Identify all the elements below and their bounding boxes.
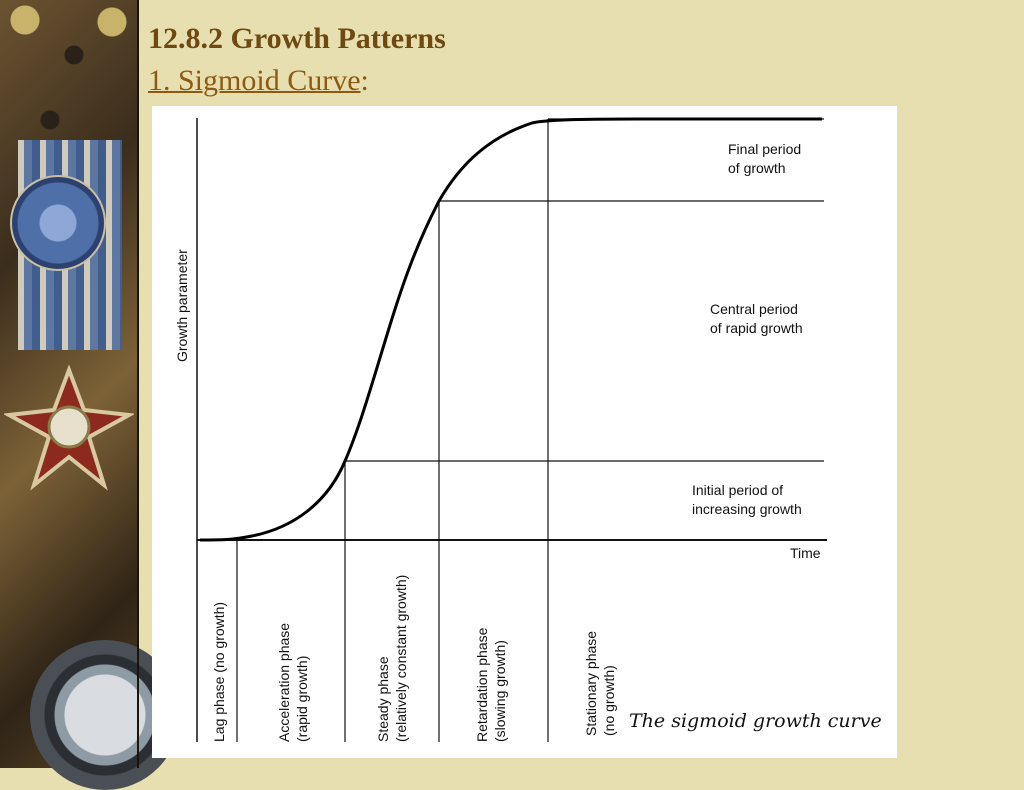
subtitle-link[interactable]: 1. Sigmoid Curve: [148, 64, 361, 97]
phase-retardation-line2: (slowing growth): [492, 640, 508, 742]
phase-label-retardation: Retardation phase (slowing growth): [474, 627, 508, 742]
decorative-photo-strip: [0, 0, 180, 790]
period-label-initial: Initial period of increasing growth: [692, 482, 802, 517]
period-label-central: Central period of rapid growth: [710, 301, 803, 336]
sigmoid-figure: Growth parameter Time Final period of gr…: [152, 106, 897, 758]
subtitle-suffix: :: [360, 64, 369, 97]
period-central-line2: of rapid growth: [710, 320, 803, 336]
figure-caption: The sigmoid growth curve: [629, 710, 882, 732]
medal-cross-image: [4, 365, 134, 491]
strip-divider: [137, 0, 139, 768]
phase-stationary-line1: Stationary phase: [583, 631, 599, 736]
phase-label-steady: Steady phase (relatively constant growth…: [375, 575, 409, 742]
phase-acceleration-line2: (rapid growth): [294, 656, 310, 742]
phase-lag-line1: Lag phase (no growth): [211, 602, 227, 742]
period-final-line1: Final period: [728, 141, 801, 157]
phase-label-lag: Lag phase (no growth): [211, 602, 227, 742]
phase-stationary-line2: (no growth): [601, 665, 617, 736]
phase-label-stationary: Stationary phase (no growth): [583, 631, 617, 736]
period-final-line2: of growth: [728, 160, 786, 176]
slide-subtitle: 1. Sigmoid Curve:: [148, 64, 369, 98]
period-initial-line2: increasing growth: [692, 501, 802, 517]
period-initial-line1: Initial period of: [692, 482, 783, 498]
period-central-line1: Central period: [710, 301, 798, 317]
phase-steady-line1: Steady phase: [375, 656, 391, 742]
y-axis-label: Growth parameter: [174, 249, 190, 362]
x-axis-label: Time: [790, 545, 821, 561]
period-label-final: Final period of growth: [728, 141, 801, 176]
phase-label-acceleration: Acceleration phase (rapid growth): [276, 623, 310, 742]
medal-rosette-image: [10, 175, 106, 271]
phase-acceleration-line1: Acceleration phase: [276, 623, 292, 742]
phase-steady-line2: (relatively constant growth): [393, 575, 409, 742]
slide-title: 12.8.2 Growth Patterns: [148, 22, 446, 55]
sigmoid-diagram-svg: Growth parameter Time Final period of gr…: [174, 117, 882, 742]
sigmoid-curve: [199, 117, 822, 542]
phase-retardation-line1: Retardation phase: [474, 627, 490, 742]
